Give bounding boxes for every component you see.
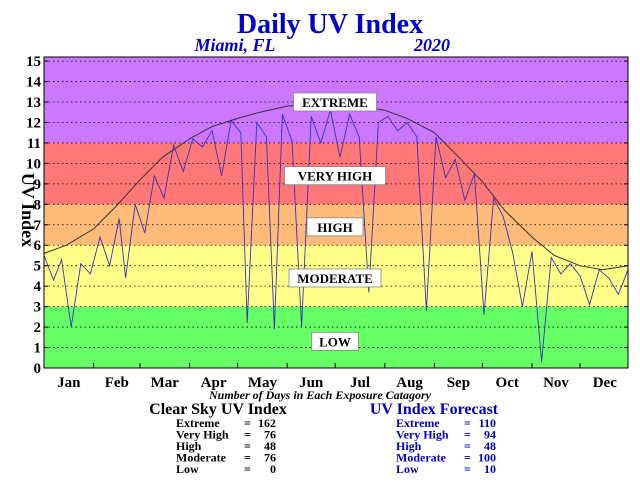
y-tick-label: 8: [34, 197, 42, 213]
y-tick-label: 7: [34, 218, 42, 234]
y-tick-label: 12: [26, 115, 41, 131]
svg-text:Low: Low: [176, 462, 199, 476]
svg-text:76: 76: [264, 451, 276, 465]
svg-text:HIGH: HIGH: [317, 220, 352, 235]
plot-frame: [43, 56, 629, 369]
svg-text:EXTREME: EXTREME: [302, 95, 368, 110]
y-tick-label: 6: [34, 238, 42, 254]
svg-text:76: 76: [264, 428, 276, 442]
band-label-high: HIGH: [306, 217, 364, 237]
svg-text:=: =: [244, 462, 251, 476]
y-tick-label: 9: [34, 177, 42, 193]
stat-row-moderate: Moderate = 100: [396, 451, 496, 465]
x-tick-label-jan: Jan: [57, 375, 81, 391]
svg-text:High: High: [176, 439, 202, 453]
svg-text:48: 48: [264, 439, 276, 453]
x-axis-label: Number of Days in Each Exposure Catagory: [208, 388, 432, 402]
svg-text:=: =: [464, 428, 471, 442]
band-label-extreme: EXTREME: [293, 92, 377, 112]
svg-text:LOW: LOW: [319, 334, 351, 349]
y-tick-label: 5: [34, 259, 42, 275]
svg-text:=: =: [464, 439, 471, 453]
y-axis-label: UV Index: [18, 173, 38, 247]
svg-text:Very High: Very High: [176, 428, 229, 442]
svg-text:Extreme: Extreme: [176, 416, 220, 430]
x-tick-label-oct: Oct: [496, 375, 519, 391]
chart-title: Daily UV Index: [237, 9, 423, 40]
band-label-low: LOW: [311, 332, 359, 351]
svg-text:=: =: [244, 428, 251, 442]
stat-row-low: Low = 10: [396, 462, 496, 476]
x-tick-label-sep: Sep: [447, 375, 470, 391]
y-tick-label: 0: [34, 361, 42, 377]
svg-text:High: High: [396, 439, 422, 453]
svg-text:=: =: [464, 451, 471, 465]
clear-sky-stats-title: Clear Sky UV Index: [149, 401, 287, 418]
y-tick-label: 13: [26, 95, 41, 111]
y-tick-label: 11: [27, 136, 41, 152]
x-tick-label-dec: Dec: [593, 375, 617, 391]
svg-text:Moderate: Moderate: [396, 451, 447, 465]
svg-text:94: 94: [484, 428, 496, 442]
svg-text:Low: Low: [396, 462, 419, 476]
svg-text:162: 162: [258, 416, 276, 430]
x-tick-label-feb: Feb: [105, 375, 129, 391]
stat-row-moderate: Moderate = 76: [176, 451, 276, 465]
svg-text:0: 0: [270, 462, 276, 476]
x-tick-labels: Jan Feb Mar Apr May Jun Jul Aug Sep Oct Nov Dec: [43, 363, 617, 391]
svg-text:10: 10: [484, 462, 496, 476]
stat-row-extreme: Extreme = 162: [176, 416, 276, 430]
svg-text:Extreme: Extreme: [396, 416, 440, 430]
svg-text:=: =: [244, 451, 251, 465]
svg-text:Very High: Very High: [396, 428, 449, 442]
svg-text:=: =: [244, 439, 251, 453]
y-tick-label: 1: [34, 341, 42, 357]
y-tick-label: 14: [26, 75, 42, 91]
y-tick-label: 15: [26, 54, 41, 70]
gridlines: [44, 60, 628, 348]
svg-text:=: =: [464, 416, 471, 430]
svg-text:100: 100: [478, 451, 496, 465]
svg-text:MODERATE: MODERATE: [297, 271, 373, 286]
clear-sky-stats: Clear Sky UV Index Extreme = 162 Very High =…: [149, 401, 287, 476]
stat-row-high: High = 48: [176, 439, 276, 453]
stat-row-high: High = 48: [396, 439, 496, 453]
x-tick-label-aug: Aug: [396, 375, 423, 391]
y-tick-label: 4: [34, 279, 42, 295]
svg-text:=: =: [244, 416, 251, 430]
band-labels: LOW MODERATE HIGH VERY HIGH EXTREME: [284, 92, 386, 351]
x-tick-label-nov: Nov: [543, 375, 569, 391]
chart-subtitle-year: 2020: [413, 35, 450, 55]
band-label-moderate: MODERATE: [288, 268, 382, 288]
y-tick-label: 3: [34, 300, 42, 316]
x-tick-label-may: May: [248, 375, 278, 391]
svg-text:=: =: [464, 462, 471, 476]
stat-row-very-high: Very High = 76: [176, 428, 276, 442]
svg-text:Moderate: Moderate: [176, 451, 227, 465]
forecast-stats: UV Index Forecast Extreme = 110 Very High = 9…: [370, 401, 499, 476]
x-tick-label-apr: Apr: [201, 375, 227, 391]
y-tick-label: 2: [34, 320, 42, 336]
stat-row-low: Low = 0: [176, 462, 276, 476]
svg-text:VERY HIGH: VERY HIGH: [298, 169, 373, 184]
stat-row-extreme: Extreme = 110: [396, 416, 496, 430]
stat-row-very-high: Very High = 94: [396, 428, 496, 442]
x-tick-label-jul: Jul: [350, 375, 370, 391]
band-label-very-high: VERY HIGH: [284, 166, 386, 186]
svg-text:110: 110: [479, 416, 496, 430]
x-tick-label-mar: Mar: [151, 375, 180, 391]
y-tick-label: 10: [26, 156, 41, 172]
forecast-stats-title: UV Index Forecast: [370, 401, 499, 418]
chart-subtitle-location: Miami, FL: [193, 35, 275, 55]
x-tick-label-jun: Jun: [299, 375, 324, 391]
svg-text:48: 48: [484, 439, 496, 453]
